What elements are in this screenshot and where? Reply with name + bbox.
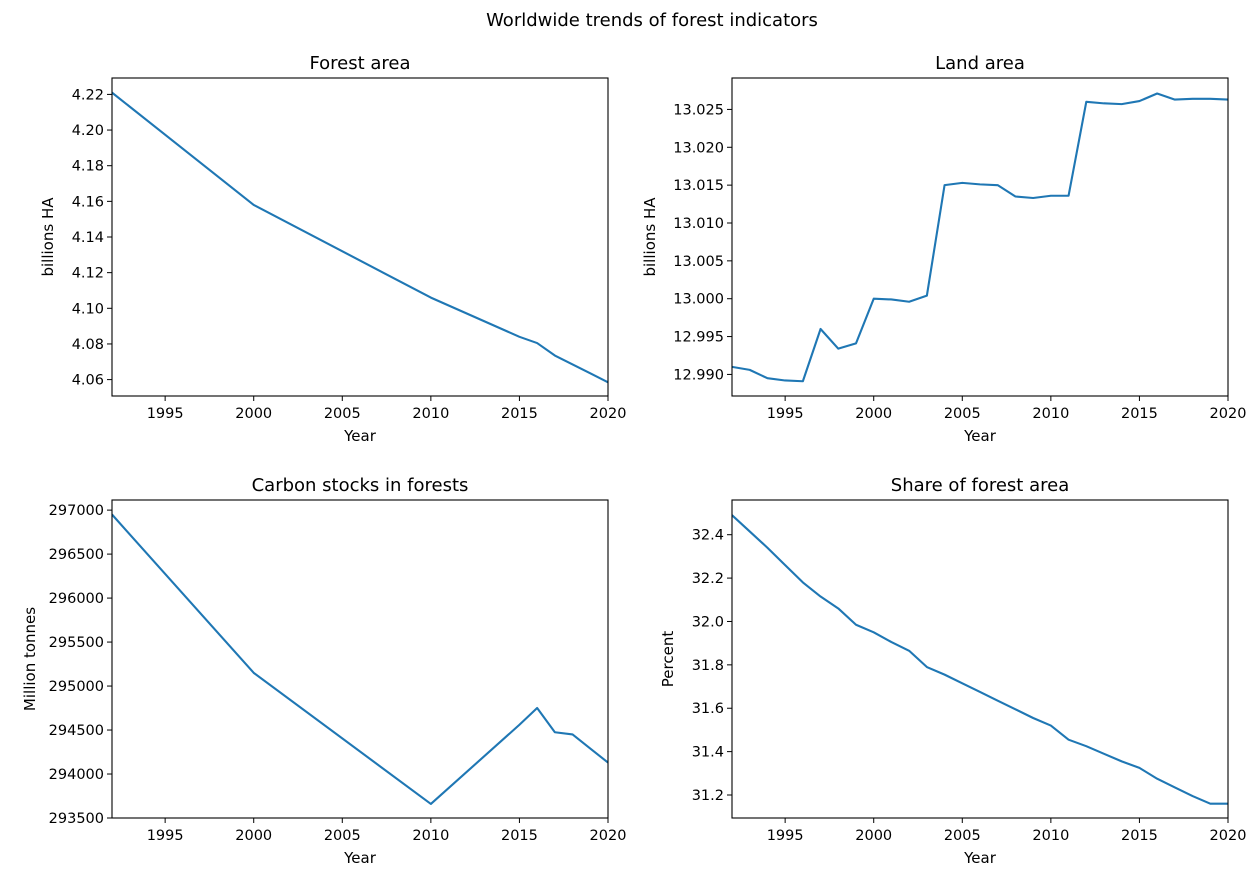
- chart-carbon-stocks-in-forests-xlabel: Year: [343, 849, 377, 867]
- chart-forest-area-ytick-label: 4.10: [72, 301, 104, 317]
- chart-share-of-forest-area-xtick-label: 2020: [1210, 828, 1247, 844]
- chart-carbon-stocks-in-forests-ytick-label: 294000: [49, 767, 104, 783]
- chart-forest-area-xtick-label: 2015: [501, 406, 538, 422]
- chart-land-area-ytick-label: 13.020: [673, 140, 724, 156]
- chart-land-area-ytick-label: 13.015: [673, 178, 724, 194]
- chart-land-area-xlabel: Year: [963, 427, 997, 445]
- chart-share-of-forest-area-ytick-label: 31.4: [692, 745, 724, 761]
- chart-land-area-xtick-label: 2005: [944, 406, 981, 422]
- chart-forest-area-series-line: [112, 91, 608, 384]
- chart-carbon-stocks-in-forests-xtick-label: 2005: [324, 828, 361, 844]
- chart-forest-area-xtick-label: 2005: [324, 406, 361, 422]
- chart-carbon-stocks-in-forests-axes-frame: [111, 499, 609, 819]
- chart-land-area-ylabel: billions HA: [641, 197, 659, 277]
- chart-carbon-stocks-in-forests-ytick-label: 295000: [49, 679, 104, 695]
- chart-forest-area-ytick-label: 4.22: [72, 87, 104, 103]
- chart-forest-area-title: Forest area: [309, 53, 410, 74]
- subplot-grid: Forest area 1995 2000 2005 2010 2015 2020 4.06 4…: [21, 53, 1247, 867]
- chart-carbon-stocks-in-forests-ytick-label: 295500: [49, 635, 104, 651]
- chart-share-of-forest-area-xtick-label: 2000: [855, 828, 892, 844]
- chart-share-of-forest-area-xtick-label: 1995: [767, 828, 804, 844]
- chart-land-area-xtick-label: 2020: [1210, 406, 1247, 422]
- chart-share-of-forest-area-xtick-label: 2015: [1121, 828, 1158, 844]
- chart-share-of-forest-area-series-line: [732, 514, 1228, 805]
- chart-carbon-stocks-in-forests-series-line: [112, 513, 608, 805]
- chart-forest-area-xtick-label: 2010: [412, 406, 449, 422]
- chart-share-of-forest-area-ytick-label: 32.2: [692, 571, 724, 587]
- chart-carbon-stocks-in-forests-ytick-label: 297000: [49, 503, 104, 519]
- chart-share-of-forest-area-xlabel: Year: [963, 849, 997, 867]
- chart-forest-area-ytick-label: 4.20: [72, 123, 104, 139]
- chart-carbon-stocks-in-forests-xtick-label: 2010: [412, 828, 449, 844]
- chart-share-of-forest-area-ytick-label: 32.4: [692, 528, 724, 544]
- chart-land-area-ytick-label: 13.005: [673, 254, 724, 270]
- chart-share-of-forest-area-ytick-label: 31.6: [692, 701, 724, 717]
- chart-land-area-ytick-label: 12.990: [673, 367, 724, 383]
- chart-carbon-stocks-in-forests-ytick-label: 293500: [49, 811, 104, 827]
- chart-land-area-ytick-label: 13.000: [673, 292, 724, 308]
- chart-land-area-xtick-label: 2000: [855, 406, 892, 422]
- chart-carbon-stocks-in-forests-xtick-label: 2000: [235, 828, 272, 844]
- chart-carbon-stocks-in-forests-title: Carbon stocks in forests: [252, 475, 469, 496]
- chart-share-of-forest-area-ytick-label: 32.0: [692, 614, 724, 630]
- figure-suptitle: Worldwide trends of forest indicators: [486, 10, 818, 31]
- chart-forest-area-ytick-label: 4.08: [72, 337, 104, 353]
- chart-carbon-stocks-in-forests-ytick-label: 296000: [49, 591, 104, 607]
- chart-forest-area-xtick-label: 1995: [147, 406, 184, 422]
- chart-land-area-xtick-label: 2015: [1121, 406, 1158, 422]
- chart-land-area-title: Land area: [935, 53, 1025, 74]
- chart-carbon-stocks-in-forests-ylabel: Million tonnes: [21, 607, 39, 711]
- chart-carbon-stocks-in-forests: Carbon stocks in forests 1995 2000 2005 2010…: [21, 475, 627, 867]
- chart-forest-area-xtick-label: 2020: [590, 406, 627, 422]
- chart-forest-area-ytick-label: 4.06: [72, 373, 104, 389]
- chart-forest-area-xtick-label: 2000: [235, 406, 272, 422]
- chart-share-of-forest-area-ytick-label: 31.2: [692, 788, 724, 804]
- chart-forest-area: Forest area 1995 2000 2005 2010 2015 2020 4.06 4…: [39, 53, 626, 445]
- chart-share-of-forest-area-xtick-label: 2010: [1032, 828, 1069, 844]
- chart-forest-area-xlabel: Year: [343, 427, 377, 445]
- chart-land-area-axes-frame: [731, 77, 1229, 397]
- chart-share-of-forest-area-xtick-label: 2005: [944, 828, 981, 844]
- chart-land-area-ytick-label: 13.025: [673, 102, 724, 118]
- chart-carbon-stocks-in-forests-xtick-label: 2015: [501, 828, 538, 844]
- chart-forest-area-ylabel: billions HA: [39, 197, 57, 277]
- chart-carbon-stocks-in-forests-ytick-label: 296500: [49, 547, 104, 563]
- chart-forest-area-ytick-label: 4.16: [72, 194, 104, 210]
- chart-land-area-ytick-label: 12.995: [673, 330, 724, 346]
- chart-land-area-xtick-label: 2010: [1032, 406, 1069, 422]
- chart-carbon-stocks-in-forests-xtick-label: 1995: [147, 828, 184, 844]
- chart-forest-area-ytick-label: 4.18: [72, 159, 104, 175]
- chart-forest-area-ytick-label: 4.14: [72, 230, 104, 246]
- chart-share-of-forest-area-ylabel: Percent: [659, 631, 677, 688]
- chart-forest-area-ytick-label: 4.12: [72, 266, 104, 282]
- chart-carbon-stocks-in-forests-xtick-label: 2020: [590, 828, 627, 844]
- chart-land-area-ytick-label: 13.010: [673, 216, 724, 232]
- chart-forest-area-axes-frame: [111, 77, 609, 397]
- chart-land-area-series-line: [732, 92, 1228, 383]
- chart-carbon-stocks-in-forests-ytick-label: 294500: [49, 723, 104, 739]
- chart-share-of-forest-area-title: Share of forest area: [891, 475, 1069, 496]
- chart-share-of-forest-area-ytick-label: 31.8: [692, 658, 724, 674]
- chart-land-area-xtick-label: 1995: [767, 406, 804, 422]
- chart-land-area: Land area 1995 2000 2005 2010 2015 2020 12.990 1…: [641, 53, 1247, 445]
- chart-share-of-forest-area-axes-frame: [731, 499, 1229, 819]
- chart-share-of-forest-area: Share of forest area 1995 2000 2005 2010 2015…: [659, 475, 1246, 867]
